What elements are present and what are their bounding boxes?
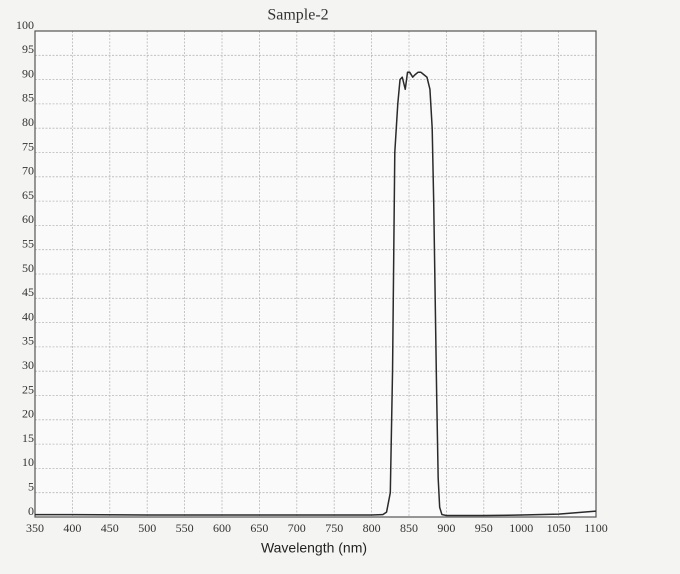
x-tick-label: 700 bbox=[288, 521, 306, 535]
y-tick-label: 20 bbox=[22, 407, 34, 421]
x-tick-label: 450 bbox=[101, 521, 119, 535]
y-tick-label: 95 bbox=[22, 42, 34, 56]
x-tick-label: 350 bbox=[26, 521, 44, 535]
y-tick-label: 75 bbox=[22, 139, 34, 153]
data-line bbox=[35, 71, 597, 517]
x-tick-label: 400 bbox=[63, 521, 81, 535]
y-tick-label: 45 bbox=[22, 285, 34, 299]
y-tick-label: 65 bbox=[22, 188, 34, 202]
y-tick-label: 30 bbox=[22, 358, 34, 372]
x-tick-label: 1000 bbox=[509, 521, 533, 535]
x-tick-label: 850 bbox=[400, 521, 418, 535]
y-tick-label: 35 bbox=[22, 334, 34, 348]
y-tick-label: 0 bbox=[28, 504, 34, 518]
x-tick-label: 500 bbox=[138, 521, 156, 535]
y-tick-label: 15 bbox=[22, 431, 34, 445]
y-tick-label: 40 bbox=[22, 309, 34, 323]
y-tick-label: 50 bbox=[22, 261, 34, 275]
x-tick-label: 800 bbox=[363, 521, 381, 535]
y-tick-label: 5 bbox=[28, 479, 34, 493]
y-tick-label: 55 bbox=[22, 236, 34, 250]
x-tick-label: 650 bbox=[250, 521, 268, 535]
x-tick-label: 950 bbox=[475, 521, 493, 535]
x-tick-label: 1050 bbox=[547, 521, 571, 535]
chart-title: Sample-2 bbox=[267, 7, 328, 24]
y-tick-label: 85 bbox=[22, 91, 34, 105]
y-tick-label: 90 bbox=[22, 66, 34, 80]
y-tick-label: 60 bbox=[22, 212, 34, 226]
y-tick-label: 10 bbox=[22, 455, 34, 469]
y-tick-label: 100 bbox=[16, 18, 34, 32]
plot-frame bbox=[34, 30, 597, 518]
x-tick-label: 1100 bbox=[584, 521, 608, 535]
x-tick-label: 900 bbox=[437, 521, 455, 535]
x-tick-label: 600 bbox=[213, 521, 231, 535]
x-tick-label: 750 bbox=[325, 521, 343, 535]
x-tick-label: 550 bbox=[176, 521, 194, 535]
y-tick-label: 25 bbox=[22, 382, 34, 396]
y-tick-label: 80 bbox=[22, 115, 34, 129]
x-axis-title: Wavelength (nm) bbox=[261, 540, 367, 556]
y-tick-label: 70 bbox=[22, 164, 34, 178]
